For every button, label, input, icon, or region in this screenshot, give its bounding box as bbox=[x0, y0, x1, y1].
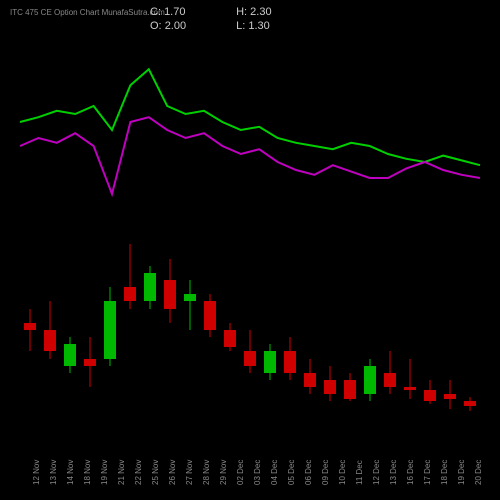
x-axis-labels: 12 Nov 13 Nov 14 Nov 18 Nov 19 Nov 21 Nov 22 N… bbox=[20, 445, 480, 495]
candlestick-chart bbox=[20, 230, 480, 430]
candle bbox=[164, 230, 176, 430]
x-axis-label: 03 Dec bbox=[253, 460, 262, 485]
candle-body bbox=[244, 351, 256, 365]
x-axis-label: 22 Nov bbox=[134, 460, 143, 485]
candle-body bbox=[364, 366, 376, 395]
candle-body bbox=[344, 380, 356, 399]
candle-body bbox=[464, 401, 476, 405]
candle bbox=[184, 230, 196, 430]
candle bbox=[224, 230, 236, 430]
candle bbox=[324, 230, 336, 430]
candle-body bbox=[324, 380, 336, 394]
candle-wick bbox=[190, 280, 191, 330]
x-axis-label: 04 Dec bbox=[270, 460, 279, 485]
candle bbox=[364, 230, 376, 430]
candle-body bbox=[424, 390, 436, 401]
candle-body bbox=[24, 323, 36, 330]
x-axis-label: 17 Dec bbox=[423, 460, 432, 485]
candle-wick bbox=[30, 309, 31, 352]
candle-body bbox=[384, 373, 396, 387]
candle bbox=[84, 230, 96, 430]
x-axis-label: 26 Nov bbox=[168, 460, 177, 485]
x-axis-label: 12 Dec bbox=[372, 460, 381, 485]
x-axis-label: 13 Nov bbox=[49, 460, 58, 485]
candle bbox=[24, 230, 36, 430]
x-axis-label: 19 Dec bbox=[457, 460, 466, 485]
candle-body bbox=[444, 394, 456, 398]
candle-body bbox=[304, 373, 316, 387]
x-axis-label: 19 Nov bbox=[100, 460, 109, 485]
low-value: L: 1.30 bbox=[236, 20, 271, 32]
candle bbox=[384, 230, 396, 430]
x-axis-label: 11 Dec bbox=[355, 460, 364, 485]
candle bbox=[44, 230, 56, 430]
candle-body bbox=[44, 330, 56, 351]
x-axis-label: 06 Dec bbox=[304, 460, 313, 485]
candle bbox=[244, 230, 256, 430]
candle bbox=[444, 230, 456, 430]
x-axis-label: 28 Nov bbox=[202, 460, 211, 485]
x-axis-label: 18 Nov bbox=[83, 460, 92, 485]
x-axis-label: 13 Dec bbox=[389, 460, 398, 485]
chart-title: ITC 475 CE Option Chart MunafaSutra.com bbox=[10, 8, 165, 17]
candle bbox=[304, 230, 316, 430]
candle-body bbox=[104, 301, 116, 358]
candle bbox=[424, 230, 436, 430]
candle bbox=[204, 230, 216, 430]
x-axis-label: 09 Dec bbox=[321, 460, 330, 485]
ohlc-summary: C: 1.70 O: 2.00 H: 2.30 L: 1.30 bbox=[150, 6, 272, 32]
x-axis-label: 05 Dec bbox=[287, 460, 296, 485]
high-value: H: 2.30 bbox=[236, 6, 271, 18]
candle-body bbox=[164, 280, 176, 309]
x-axis-label: 10 Dec bbox=[338, 460, 347, 485]
x-axis-label: 27 Nov bbox=[185, 460, 194, 485]
candle bbox=[104, 230, 116, 430]
candle-body bbox=[124, 287, 136, 301]
candle bbox=[124, 230, 136, 430]
candle-body bbox=[64, 344, 76, 365]
candle-body bbox=[284, 351, 296, 372]
candle-wick bbox=[410, 359, 411, 399]
candle-body bbox=[204, 301, 216, 330]
open-value: O: 2.00 bbox=[150, 20, 186, 32]
candle-body bbox=[184, 294, 196, 301]
candle bbox=[144, 230, 156, 430]
candle bbox=[464, 230, 476, 430]
x-axis-label: 18 Dec bbox=[440, 460, 449, 485]
x-axis-label: 14 Nov bbox=[66, 460, 75, 485]
x-axis-label: 02 Dec bbox=[236, 460, 245, 485]
indicator-line-chart bbox=[20, 50, 480, 210]
candle bbox=[404, 230, 416, 430]
x-axis-label: 29 Nov bbox=[219, 460, 228, 485]
candle-body bbox=[404, 387, 416, 390]
candle bbox=[64, 230, 76, 430]
x-axis-label: 20 Dec bbox=[474, 460, 483, 485]
close-value: C: 1.70 bbox=[150, 6, 186, 18]
x-axis-label: 12 Nov bbox=[32, 460, 41, 485]
candle-body bbox=[264, 351, 276, 372]
candle bbox=[264, 230, 276, 430]
candle bbox=[344, 230, 356, 430]
x-axis-label: 16 Dec bbox=[406, 460, 415, 485]
candle-body bbox=[84, 359, 96, 366]
candle-body bbox=[144, 273, 156, 302]
x-axis-label: 25 Nov bbox=[151, 460, 160, 485]
candle bbox=[284, 230, 296, 430]
x-axis-label: 21 Nov bbox=[117, 460, 126, 485]
candle-body bbox=[224, 330, 236, 347]
